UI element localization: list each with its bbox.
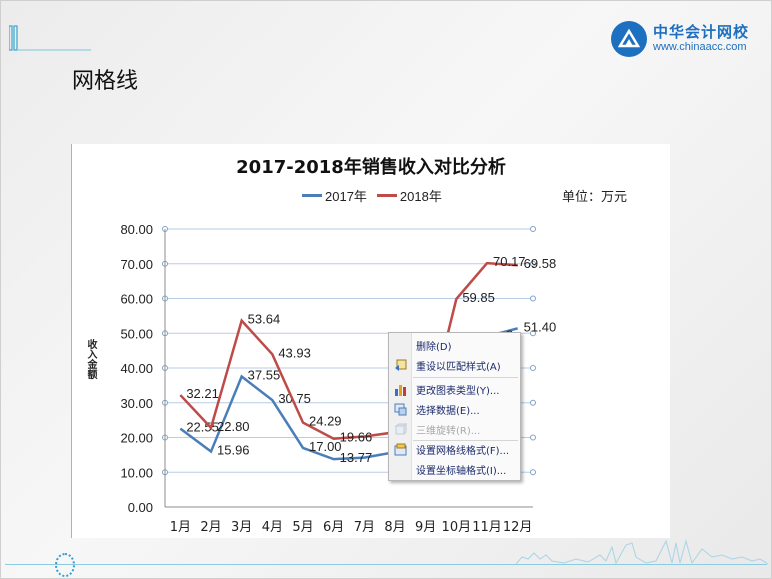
chart-title[interactable]: 2017-2018年销售收入对比分析 [236, 157, 506, 178]
menu-item-label: 设置坐标轴格式(I)... [416, 465, 507, 477]
data-label[interactable]: 70.17 [493, 254, 526, 269]
menu-item-label: 三维旋转(R)... [416, 425, 481, 437]
y-tick-label: 70.00 [120, 257, 153, 272]
y-tick-label: 40.00 [120, 361, 153, 376]
plot-area[interactable]: 0.00 10.00 20.00 30.00 40.00 50.00 60.00 70.00 8… [72, 144, 670, 538]
format-gridlines-icon [389, 443, 411, 456]
brand-logo: 中华会计网校 www.chinaacc.com [611, 21, 749, 57]
y-axis-title[interactable]: 收入金额 [85, 339, 96, 379]
gridline-handle[interactable] [530, 399, 536, 406]
context-menu: 删除(D) 重设以匹配样式(A) 更改图表类型(Y)... 选择数据(E)...… [388, 332, 521, 481]
legend-swatch-2017 [302, 194, 322, 197]
data-label[interactable]: 69.58 [524, 256, 557, 271]
x-tick-label: 12月 [503, 520, 533, 535]
data-label[interactable]: 30.75 [278, 391, 311, 406]
chart-legend[interactable]: 2017年 2018年 [302, 186, 442, 205]
x-tick-label: 10月 [442, 520, 472, 535]
menu-separator [413, 440, 518, 441]
legend-item-2017[interactable]: 2017年 [302, 186, 367, 205]
menu-item-3d-rotation: 三维旋转(R)... [389, 419, 520, 439]
y-tick-label: 30.00 [120, 396, 153, 411]
data-label[interactable]: 51.40 [524, 319, 557, 334]
x-tick-label: 11月 [472, 520, 502, 535]
x-tick-label: 4月 [262, 520, 283, 535]
x-tick-label: 8月 [384, 520, 405, 535]
x-tick-label: 5月 [292, 520, 313, 535]
unit-label: 单位：万元 [562, 190, 628, 205]
data-label[interactable]: 43.93 [278, 345, 311, 360]
slide-title: 网格线 [72, 69, 139, 94]
chart-type-icon [389, 383, 411, 396]
data-label[interactable]: 17.00 [309, 439, 342, 454]
menu-item-select-data[interactable]: 选择数据(E)... [389, 399, 520, 419]
menu-item-format-axis[interactable]: 设置坐标轴格式(I)... [389, 459, 520, 479]
logo-emblem-icon [611, 21, 647, 57]
gridline-handle[interactable] [530, 260, 536, 267]
legend-swatch-2018 [376, 194, 397, 197]
menu-item-label: 设置网格线格式(F)... [416, 445, 510, 457]
gridline-handle[interactable] [530, 295, 536, 302]
y-tick-label: 0.00 [128, 500, 153, 515]
menu-item-label: 重设以匹配样式(A) [416, 361, 501, 373]
menu-item-format-gridlines[interactable]: 设置网格线格式(F)... [389, 439, 520, 459]
menu-item-delete[interactable]: 删除(D) [389, 335, 520, 355]
y-tick-label: 60.00 [120, 292, 153, 307]
data-label[interactable]: 22.55 [186, 420, 219, 435]
menu-item-reset-style[interactable]: 重设以匹配样式(A) [389, 355, 520, 375]
data-label[interactable]: 24.29 [309, 414, 342, 429]
data-label[interactable]: 13.77 [340, 450, 373, 465]
menu-separator [413, 377, 518, 378]
data-label[interactable]: 22.80 [217, 419, 250, 434]
x-tick-label: 7月 [354, 520, 375, 535]
menu-item-label: 选择数据(E)... [416, 405, 480, 417]
gridline-handle[interactable] [530, 365, 536, 371]
data-label[interactable]: 15.96 [217, 443, 250, 458]
x-tick-label: 2月 [200, 520, 221, 535]
select-data-icon [389, 403, 411, 416]
data-label[interactable]: 32.21 [186, 386, 219, 401]
slide-decoration [9, 25, 91, 51]
gridline-handle[interactable] [530, 434, 536, 441]
x-tick-label: 1月 [170, 520, 191, 535]
gridline-handle[interactable] [530, 226, 536, 232]
x-tick-label: 3月 [231, 520, 252, 535]
footer-divider [5, 564, 767, 565]
gridline-handle[interactable] [530, 469, 536, 476]
data-label[interactable]: 19.66 [340, 430, 373, 445]
footer-ring-decoration [55, 553, 75, 577]
data-label[interactable]: 53.64 [248, 312, 281, 327]
x-tick-label: 6月 [323, 520, 344, 535]
menu-item-label: 更改图表类型(Y)... [416, 385, 500, 397]
legend-item-2018[interactable]: 2018年 [376, 186, 442, 205]
skyline-decoration [516, 539, 769, 565]
logo-url: www.chinaacc.com [653, 41, 747, 53]
legend-label-2017: 2017年 [325, 189, 367, 204]
3d-rotation-icon [389, 422, 411, 436]
logo-name: 中华会计网校 [653, 23, 750, 41]
menu-item-change-chart-type[interactable]: 更改图表类型(Y)... [389, 379, 520, 399]
chart-container[interactable]: 2017-2018年销售收入对比分析 2017年 2018年 单位：万元 收入金… [71, 144, 670, 538]
reset-style-icon [389, 359, 411, 372]
legend-label-2018: 2018年 [399, 189, 442, 204]
x-tick-label: 9月 [415, 520, 436, 535]
y-tick-label: 20.00 [120, 431, 153, 446]
data-label[interactable]: 37.55 [248, 368, 281, 383]
series-line-2018年[interactable] [179, 261, 518, 440]
data-label[interactable]: 59.85 [462, 290, 495, 305]
y-tick-label: 50.00 [120, 326, 153, 341]
gridline-handle[interactable] [530, 330, 536, 337]
menu-item-label: 删除(D) [416, 341, 452, 353]
y-tick-label: 80.00 [120, 222, 153, 237]
y-tick-label: 10.00 [120, 465, 153, 480]
